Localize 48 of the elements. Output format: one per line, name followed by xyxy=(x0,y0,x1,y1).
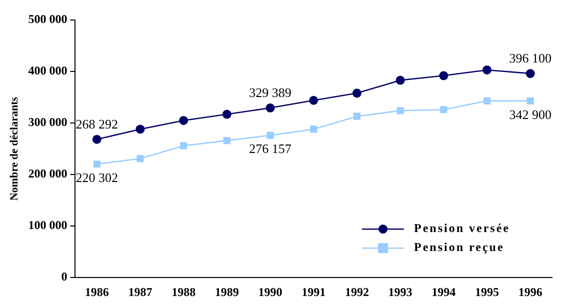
point xyxy=(310,126,318,133)
point xyxy=(266,132,274,139)
y-tick-label: 0 xyxy=(61,270,68,284)
x-tick-label: 1991 xyxy=(302,284,326,299)
x-tick-label: 1989 xyxy=(214,284,239,299)
x-tick-label: 1987 xyxy=(128,284,152,299)
point xyxy=(353,112,360,120)
point xyxy=(396,107,404,114)
point xyxy=(223,137,230,144)
point xyxy=(483,97,491,104)
data-label: 329 389 xyxy=(249,84,292,100)
point xyxy=(440,106,448,114)
point xyxy=(526,69,535,78)
x-tick-label: 1990 xyxy=(258,284,282,299)
point xyxy=(180,142,188,150)
x-tick-label: 1988 xyxy=(172,284,196,299)
y-tick-label: 300 000 xyxy=(28,115,68,130)
y-tick-label: 500 000 xyxy=(28,12,68,26)
y-axis-title: Nombre de déclarants xyxy=(8,96,20,201)
point xyxy=(222,110,232,119)
point xyxy=(136,155,144,162)
point xyxy=(92,134,102,144)
legend-label: Pension reçue xyxy=(414,240,504,254)
y-tick-label: 100 000 xyxy=(28,218,68,232)
point xyxy=(266,103,275,112)
data-label: 220 302 xyxy=(76,170,118,186)
point xyxy=(352,88,362,98)
legend-label: Pension versée xyxy=(414,221,510,236)
point xyxy=(136,124,145,134)
point xyxy=(309,96,318,105)
data-label: 342 900 xyxy=(509,106,552,122)
data-label: 396 100 xyxy=(509,50,552,66)
y-tick-label: 400 000 xyxy=(28,64,68,78)
x-tick-label: 1992 xyxy=(344,284,369,299)
point xyxy=(439,71,448,80)
point xyxy=(482,65,492,74)
point xyxy=(526,97,534,104)
point xyxy=(396,76,405,85)
data-label: 276 157 xyxy=(249,141,292,156)
data-label: 268 292 xyxy=(76,116,118,132)
x-tick-label: 1994 xyxy=(432,284,456,299)
point xyxy=(179,116,188,125)
x-tick-label: 1986 xyxy=(84,284,109,299)
x-tick-label: 1993 xyxy=(388,284,412,299)
y-tick-label: 200 000 xyxy=(28,166,68,181)
x-tick-label: 1995 xyxy=(474,284,499,299)
point xyxy=(93,160,100,168)
x-tick-label: 1996 xyxy=(518,284,542,299)
